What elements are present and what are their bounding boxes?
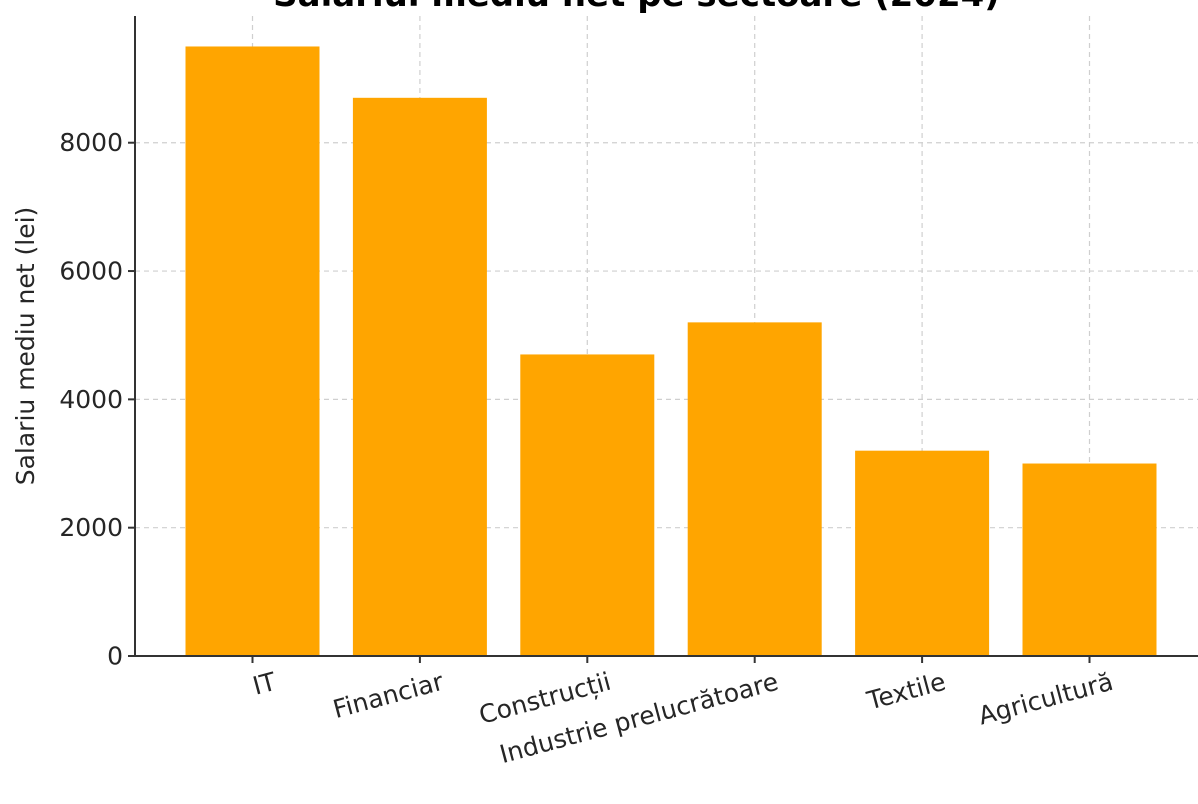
bar — [687, 322, 822, 656]
bar — [1022, 463, 1157, 656]
bar — [352, 97, 487, 657]
y-tick-label: 8000 — [59, 128, 123, 157]
chart-title: Salariul mediu net pe sectoare (2024) — [273, 0, 1000, 15]
y-tick-label: 0 — [107, 642, 123, 671]
y-tick-label: 6000 — [59, 257, 123, 286]
y-ticks: 0 2000 4000 6000 8000 — [59, 128, 135, 671]
y-tick-label: 4000 — [59, 385, 123, 414]
x-tick-label: Industrie prelucrătoare — [497, 667, 782, 769]
bar — [855, 450, 990, 656]
axes — [134, 16, 1198, 657]
bar — [520, 354, 655, 656]
x-tick-label: Textile — [863, 667, 949, 716]
bar — [185, 46, 320, 656]
y-axis-label: Salariu mediu net (lei) — [11, 207, 40, 486]
x-tick-label: Financiar — [330, 667, 447, 724]
x-tick-label: IT — [250, 667, 280, 701]
y-tick-label: 2000 — [59, 513, 123, 542]
x-tick-label: Agricultură — [975, 667, 1116, 731]
bars — [185, 46, 1157, 657]
